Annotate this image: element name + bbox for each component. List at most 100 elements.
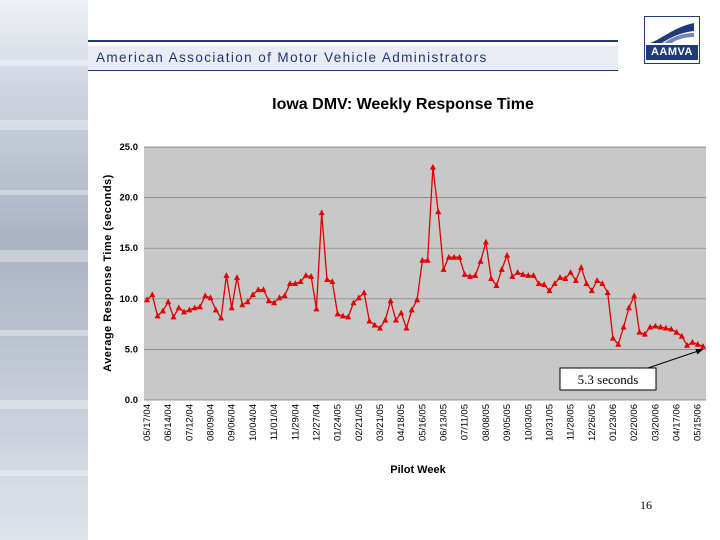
data-point — [228, 304, 235, 311]
data-point — [424, 256, 431, 263]
annotation-text: 5.3 seconds — [578, 372, 639, 387]
data-point — [451, 253, 458, 260]
data-point — [392, 316, 399, 323]
data-point — [493, 282, 500, 289]
data-point — [239, 301, 246, 308]
data-point — [170, 313, 177, 320]
data-point — [588, 287, 595, 294]
x-tick-label: 04/18/05 — [396, 404, 407, 441]
x-tick-label: 09/06/04 — [227, 404, 238, 441]
series-markers — [144, 163, 706, 349]
x-tick-label: 05/16/05 — [417, 404, 428, 441]
data-point — [535, 280, 542, 287]
y-axis-label: Average Response Time (seconds) — [102, 174, 114, 372]
data-point — [673, 328, 680, 335]
data-point — [456, 253, 463, 260]
data-point — [408, 306, 415, 313]
data-point — [414, 296, 421, 303]
data-point — [191, 304, 198, 311]
data-point — [599, 280, 606, 287]
y-tick-labels: 0.0 5.0 10.0 15.0 20.0 25.0 — [120, 142, 139, 406]
data-point — [144, 296, 150, 303]
data-point — [286, 280, 293, 287]
x-tick-label: 10/03/05 — [523, 404, 534, 441]
data-point — [578, 264, 585, 270]
data-point — [594, 277, 601, 283]
annotation-box — [559, 367, 657, 391]
data-point — [196, 303, 203, 310]
data-point — [604, 289, 611, 296]
annotation-callout: 5.3 seconds — [559, 348, 704, 391]
data-point — [525, 272, 532, 278]
data-point — [551, 280, 558, 287]
data-point — [244, 298, 251, 305]
y-tick-label: 20.0 — [120, 193, 139, 204]
data-point — [207, 294, 214, 301]
x-tick-label: 02/20/06 — [629, 404, 640, 441]
data-point — [181, 308, 188, 315]
y-tick-label: 5.0 — [125, 344, 138, 355]
x-tick-label: 08/09/04 — [206, 404, 217, 441]
data-point — [255, 286, 262, 293]
data-point — [429, 163, 436, 170]
data-point — [477, 257, 484, 264]
y-tick-label: 0.0 — [125, 395, 138, 406]
data-point — [249, 291, 256, 298]
data-point — [541, 281, 548, 288]
annotation-arrowhead — [695, 348, 703, 355]
data-point — [509, 273, 516, 279]
series-line — [146, 167, 704, 348]
annotation-arrow — [647, 348, 704, 369]
x-tick-label: 06/14/04 — [163, 404, 174, 441]
data-point — [297, 278, 304, 284]
data-point — [615, 340, 622, 347]
data-point — [562, 275, 569, 281]
data-point — [154, 312, 161, 319]
x-tick-label: 03/21/05 — [375, 404, 386, 441]
x-tick-label: 05/15/06 — [693, 404, 704, 441]
data-point — [700, 342, 706, 349]
header-title: American Association of Motor Vehicle Ad… — [96, 50, 488, 65]
x-tick-label: 02/21/05 — [354, 404, 365, 441]
data-point — [403, 324, 410, 331]
data-point — [265, 297, 272, 304]
gridlines — [144, 146, 706, 401]
y-tick-label: 10.0 — [120, 294, 139, 305]
data-point — [165, 298, 172, 305]
data-point — [445, 253, 452, 260]
data-point — [361, 289, 368, 296]
data-point — [212, 306, 219, 313]
data-point — [398, 309, 405, 316]
data-point — [318, 209, 325, 216]
x-tick-label: 10/04/04 — [248, 404, 259, 441]
data-point — [324, 276, 331, 282]
data-point — [276, 294, 283, 301]
data-point — [488, 275, 495, 281]
x-tick-label: 04/17/06 — [672, 404, 683, 441]
chart-title: Iowa DMV: Weekly Response Time — [272, 96, 534, 113]
road-logo-icon — [650, 23, 694, 43]
data-point — [149, 291, 156, 298]
data-point — [647, 323, 654, 330]
data-point — [636, 328, 643, 335]
data-point — [678, 332, 685, 339]
decorative-highway-photo — [0, 0, 88, 540]
data-point — [641, 330, 648, 337]
data-point — [223, 272, 230, 278]
data-point — [631, 292, 638, 299]
data-point — [546, 287, 553, 294]
data-point — [482, 238, 489, 245]
data-point — [461, 271, 468, 277]
x-tick-label: 09/05/05 — [502, 404, 513, 441]
data-point — [387, 297, 394, 304]
data-point — [186, 306, 193, 313]
data-point — [668, 325, 675, 332]
data-point — [218, 314, 225, 321]
data-point — [435, 208, 442, 215]
x-tick-label: 06/13/05 — [439, 404, 450, 441]
data-point — [557, 274, 564, 280]
data-point — [292, 280, 299, 287]
header-rule-bottom — [88, 70, 618, 71]
data-point — [159, 307, 166, 314]
data-point — [625, 304, 632, 311]
